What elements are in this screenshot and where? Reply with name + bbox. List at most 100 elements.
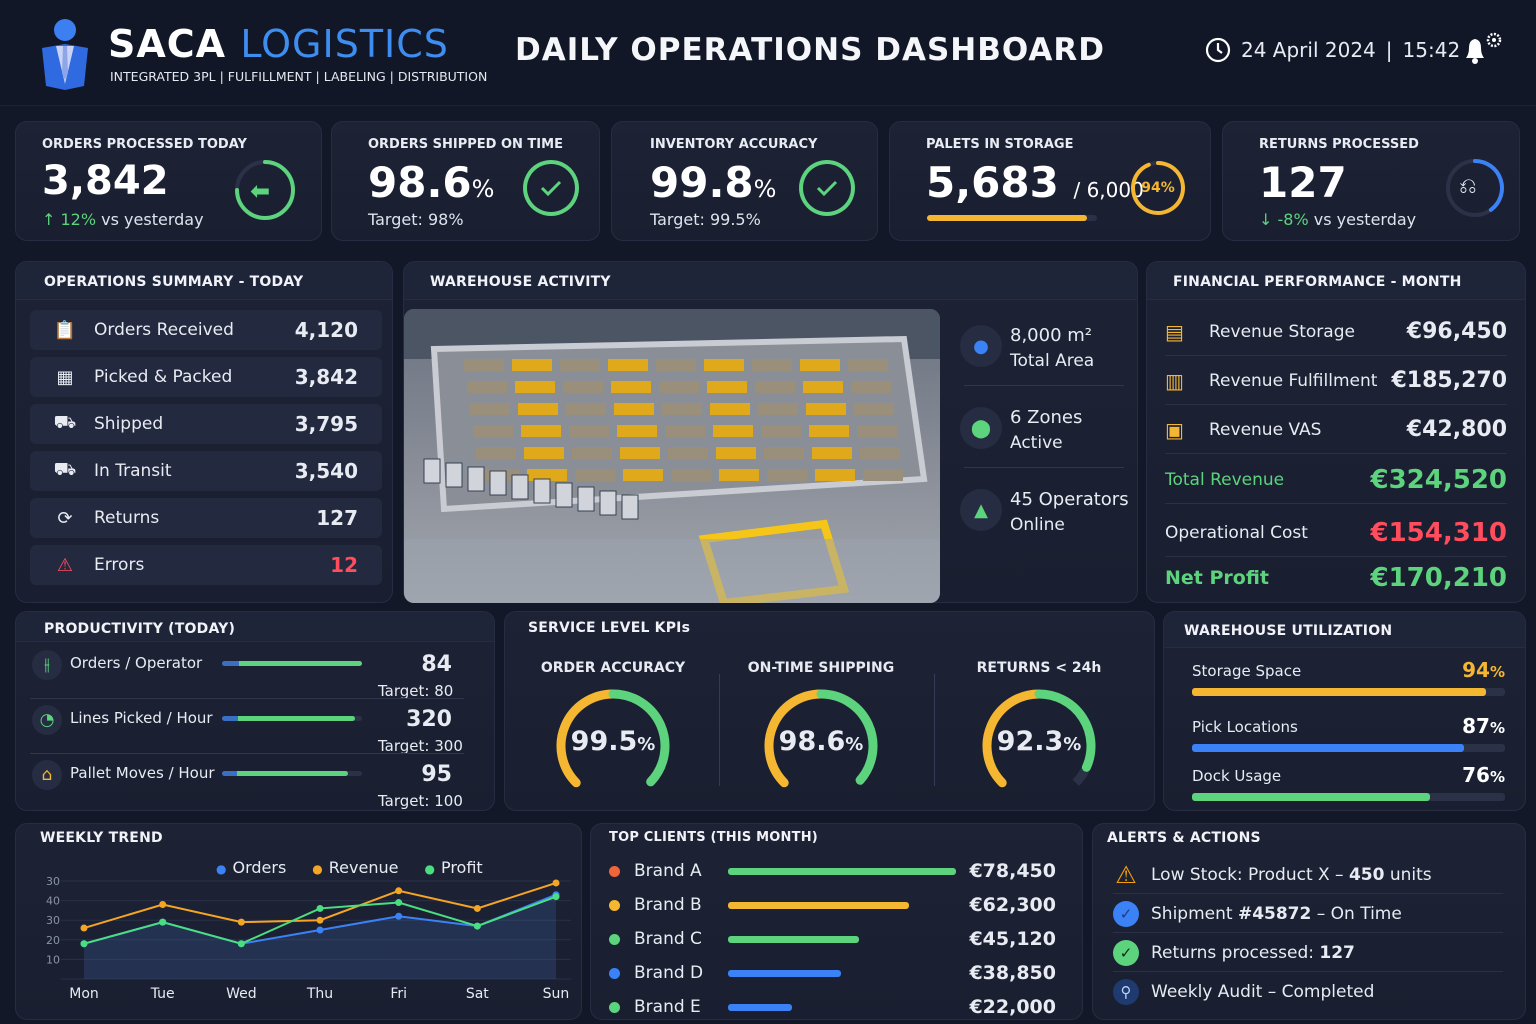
- header: SACA LOGISTICS INTEGRATED 3PL | FULFILLM…: [0, 0, 1536, 106]
- rack: [515, 381, 555, 393]
- client-row: Brand E €22,000: [609, 992, 1056, 1022]
- alert-item[interactable]: ✓ Shipment #45872 – On Time: [1113, 895, 1503, 933]
- kpi-shipped-on-time: ORDERS SHIPPED ON TIME 98.6% Target: 98%: [331, 121, 600, 241]
- gauge-label: ORDER ACCURACY: [540, 660, 686, 676]
- rack: [464, 359, 504, 371]
- client-bar: [728, 935, 956, 943]
- alert-item[interactable]: ⚠ Low Stock: Product X – 450 units: [1113, 856, 1503, 894]
- rack: [710, 403, 750, 415]
- kpi-returns-processed: RETURNS PROCESSED 127 ↓ -8% vs yesterday…: [1222, 121, 1520, 241]
- separator: |: [1385, 38, 1393, 62]
- rack: [575, 469, 615, 481]
- alert-item[interactable]: ✓ Returns processed: 127: [1113, 934, 1503, 972]
- gauge-fill-green: [1034, 689, 1096, 772]
- net-profit-value: €170,210: [1370, 563, 1507, 593]
- rack: [707, 381, 747, 393]
- kpi-change: ↓ -8% vs yesterday: [1259, 210, 1417, 229]
- truck-trailer: [511, 474, 529, 500]
- warning-icon: ⚠: [1115, 860, 1137, 889]
- gear-icon[interactable]: [1486, 32, 1502, 48]
- refresh-icon: ⟳: [57, 507, 73, 529]
- rack: [857, 425, 897, 437]
- metric-value: 320: [406, 707, 452, 732]
- rack: [611, 381, 651, 393]
- productivity-panel: PRODUCTIVITY (TODAY) ⫲ Orders / Operator 8…: [15, 611, 495, 811]
- rack: [518, 403, 558, 415]
- ops-label: Shipped: [94, 414, 164, 434]
- ops-row: ▦ Picked & Packed 3,842: [30, 357, 382, 397]
- panel-title: WAREHOUSE UTILIZATION: [1184, 623, 1393, 639]
- rack: [473, 425, 513, 437]
- rack: [854, 403, 894, 415]
- data-point-revenue: [159, 901, 167, 909]
- metric-value: 84: [421, 652, 452, 677]
- data-point-revenue: [237, 918, 245, 926]
- info-label: Active: [1010, 433, 1063, 453]
- data-point-profit: [316, 904, 324, 912]
- rack: [767, 469, 807, 481]
- rack: [566, 403, 606, 415]
- metric-target: Target: 80: [378, 682, 454, 700]
- client-bar: [728, 901, 956, 909]
- revenue-value: €96,450: [1406, 319, 1507, 344]
- rack: [665, 425, 705, 437]
- fulfillment-icon: ▥: [1165, 368, 1184, 393]
- total-revenue-value: €324,520: [1370, 464, 1507, 495]
- alert-text-suffix: – On Time: [1311, 903, 1402, 924]
- rack: [671, 469, 711, 481]
- revenue-label: Revenue VAS: [1209, 419, 1322, 440]
- data-point-revenue: [552, 879, 560, 887]
- rack: [572, 447, 612, 459]
- ops-label: Returns: [94, 508, 160, 528]
- alert-text: Returns processed:: [1151, 942, 1320, 963]
- legend-label: Orders: [232, 858, 287, 877]
- metric-progress-bar: [222, 716, 362, 721]
- metric-label: Pallet Moves / Hour: [70, 764, 215, 782]
- revenue-row: ▥ Revenue Fulfillment €185,270: [1165, 357, 1507, 405]
- bell-icon[interactable]: [1460, 32, 1504, 68]
- rack: [809, 425, 849, 437]
- client-value: €45,120: [969, 928, 1056, 950]
- weekly-trend-panel: WEEKLY TREND ● Orders ● Revenue ● Profit 30 40…: [15, 823, 582, 1020]
- client-row: Brand B €62,300: [609, 890, 1056, 920]
- alert-item[interactable]: ⚲ Weekly Audit – Completed: [1113, 973, 1503, 1011]
- utilization-label: Storage Space: [1192, 662, 1302, 680]
- rack: [716, 447, 756, 459]
- rack: [761, 425, 801, 437]
- revenue-value: €42,800: [1406, 417, 1507, 442]
- gauge-label: ON-TIME SHIPPING: [747, 660, 895, 676]
- warning-icon: ⚠: [56, 554, 74, 576]
- ops-row: ⟳ Returns 127: [30, 498, 382, 538]
- gauge: [982, 689, 1096, 788]
- rack: [569, 425, 609, 437]
- x-tick-label: Fri: [390, 986, 407, 1002]
- rack: [755, 381, 795, 393]
- orders-area: [84, 894, 556, 979]
- metric-label: Orders / Operator: [70, 654, 203, 672]
- data-point-revenue: [395, 887, 403, 895]
- truck-trailer: [577, 486, 595, 512]
- brand-primary: SACA: [108, 22, 227, 66]
- arrow-down-icon: ↓: [1259, 210, 1273, 229]
- chart-title: WEEKLY TREND: [40, 830, 163, 846]
- gauge: [764, 689, 878, 788]
- data-point-profit: [159, 918, 167, 926]
- client-row: Brand D €38,850: [609, 958, 1056, 988]
- data-point-revenue: [473, 904, 481, 912]
- rack: [617, 425, 657, 437]
- gauge-fill-orange: [764, 689, 826, 788]
- kpi-value: 5,683: [926, 158, 1059, 207]
- rack: [848, 359, 888, 371]
- client-value: €22,000: [969, 996, 1056, 1018]
- info-label: Total Area: [1010, 351, 1095, 371]
- ops-value: 127: [316, 506, 358, 530]
- rack: [806, 403, 846, 415]
- ops-row: ⛟ Shipped 3,795: [30, 404, 382, 444]
- kpi-label: INVENTORY ACCURACY: [650, 137, 818, 152]
- revenue-row: ▣ Revenue VAS €42,800: [1165, 406, 1507, 454]
- legend-label: Profit: [440, 858, 483, 877]
- client-dot: [609, 899, 620, 911]
- brand-name: SACA LOGISTICS: [108, 22, 449, 66]
- rack: [521, 425, 561, 437]
- rack: [560, 359, 600, 371]
